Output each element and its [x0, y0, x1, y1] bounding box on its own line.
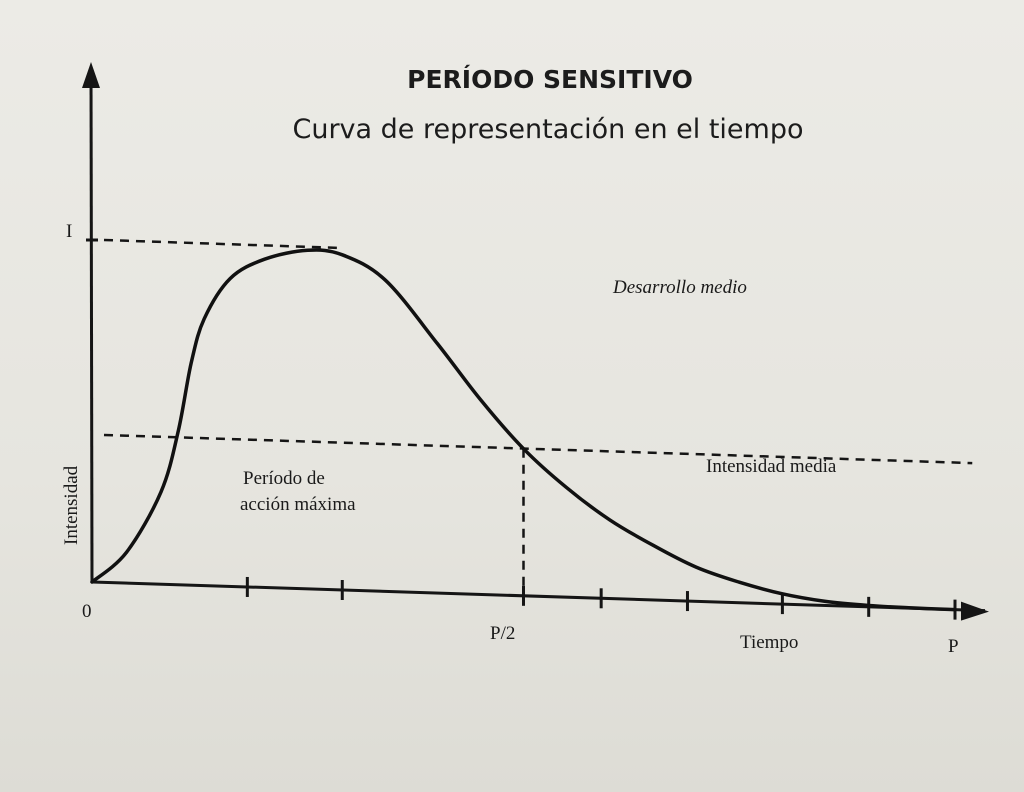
series-line-0 — [90, 248, 957, 612]
origin-label: 0 — [82, 601, 92, 622]
axes-group — [82, 62, 989, 621]
annotation-periodo-line2: acción máxima — [240, 494, 356, 515]
y-tick-label-i: I — [66, 221, 72, 242]
x-tick-label-p: P — [948, 636, 959, 657]
chart-title: PERÍODO SENSITIVO — [407, 65, 693, 94]
x-ticks-group — [86, 238, 957, 620]
x-axis-label: Tiempo — [740, 632, 798, 653]
ref-line-h-0 — [103, 238, 343, 250]
x-axis-line — [91, 580, 986, 613]
series-group — [90, 248, 957, 612]
chart-subtitle: Curva de representación en el tiempo — [292, 114, 803, 145]
ref-line-h-1 — [103, 433, 973, 465]
y-axis-arrow — [82, 62, 100, 88]
reference-lines-group — [103, 238, 973, 596]
annotation-periodo-line1: Período de — [243, 468, 325, 489]
annotation-desarrollo-medio: Desarrollo medio — [612, 277, 747, 298]
x-axis-arrow — [961, 601, 989, 621]
x-tick-label-p2: P/2 — [490, 623, 515, 644]
annotation-intensidad-media: Intensidad media — [706, 456, 837, 477]
y-axis-label: Intensidad — [61, 465, 82, 545]
y-axis-line — [89, 69, 94, 583]
